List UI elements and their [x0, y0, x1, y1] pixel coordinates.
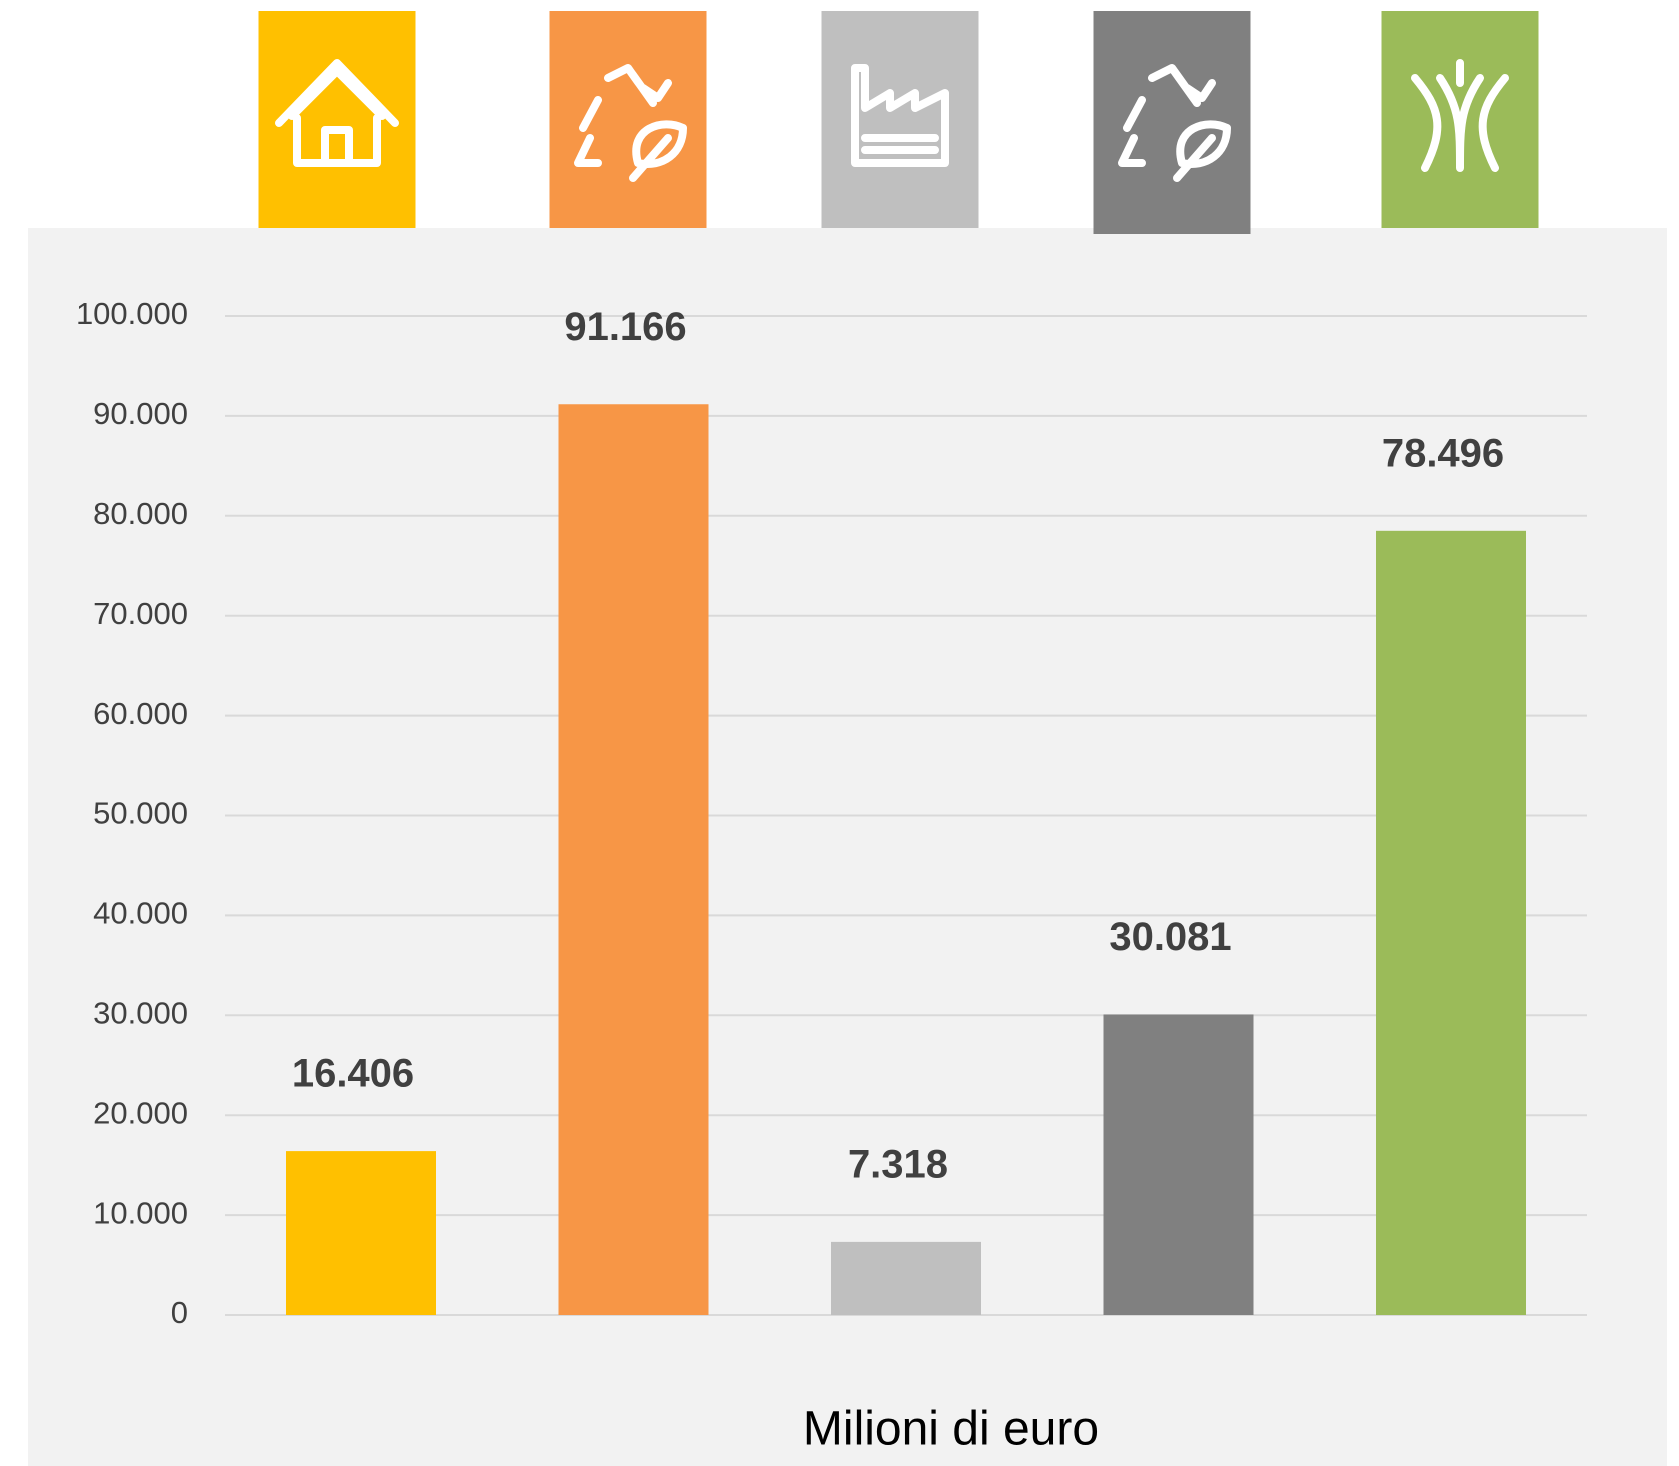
- icon-tile: [549, 11, 707, 228]
- grid: 0 10.000 20.000 30.000 40.000 50.000 60.000 70.…: [76, 296, 1587, 1330]
- bars: 16.406 91.166 7.318 30.081 78.496: [286, 305, 1526, 1315]
- y-tick-label: 90.000: [93, 396, 188, 431]
- y-tick-label: 20.000: [93, 1095, 188, 1130]
- bar: [286, 1151, 436, 1315]
- y-tick-label: 80.000: [93, 496, 188, 531]
- y-tick-label: 60.000: [93, 696, 188, 731]
- icon-glyph: [851, 64, 949, 167]
- icon-glyph: [275, 59, 399, 167]
- icon-tile: [821, 11, 979, 228]
- bar: [831, 1241, 981, 1315]
- icon-glyph: [1118, 64, 1231, 182]
- value-label: 16.406: [292, 1052, 414, 1096]
- value-label: 78.496: [1382, 431, 1504, 475]
- value-label: 91.166: [564, 305, 686, 349]
- x-axis-label: Milioni di euro: [803, 1403, 1099, 1456]
- value-label: 30.081: [1109, 915, 1231, 959]
- y-tick-label: 40.000: [93, 896, 188, 931]
- icon-glyph: [1411, 59, 1509, 172]
- y-tick-label: 50.000: [93, 796, 188, 831]
- icon-tile: [1093, 11, 1251, 234]
- bar: [1376, 530, 1526, 1315]
- y-tick-label: 100.000: [76, 296, 188, 331]
- y-tick-label: 70.000: [93, 596, 188, 631]
- icon-glyph: [574, 64, 687, 182]
- y-tick-label: 0: [171, 1295, 188, 1330]
- y-tick-label: 30.000: [93, 995, 188, 1030]
- value-label: 7.318: [848, 1142, 948, 1186]
- icon-row: [258, 11, 1539, 234]
- bar: [558, 404, 709, 1315]
- y-tick-label: 10.000: [93, 1195, 188, 1230]
- bar: [1103, 1014, 1254, 1315]
